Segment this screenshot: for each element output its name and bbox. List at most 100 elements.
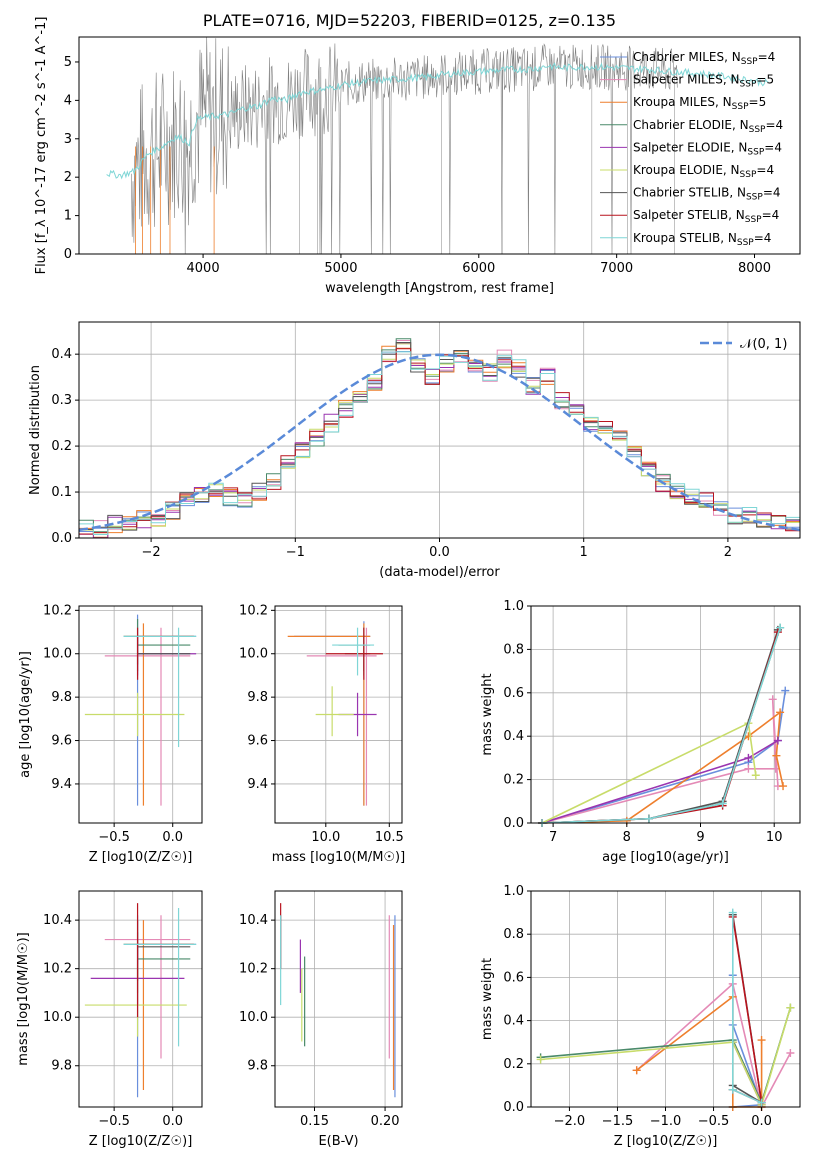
weight-marker bbox=[728, 1085, 737, 1094]
y-tick-label: 0.6 bbox=[503, 970, 524, 985]
x-tick-label: −2.0 bbox=[554, 1114, 586, 1129]
axes-z_vs_mass bbox=[79, 891, 202, 1107]
x-tick-label: −1 bbox=[286, 545, 305, 560]
legend-sub: SSP bbox=[740, 170, 757, 180]
y-tick-label: 0.0 bbox=[503, 1100, 524, 1115]
x-tick-label: 5000 bbox=[324, 261, 357, 276]
x-tick-label: 8000 bbox=[738, 261, 771, 276]
axes-frame bbox=[274, 605, 403, 824]
y-tick-label: 9.8 bbox=[51, 690, 72, 705]
figure-title: PLATE=0716, MJD=52203, FIBERID=0125, z=0… bbox=[202, 11, 617, 30]
weight-marker bbox=[744, 753, 753, 762]
y-tick-label: 10.2 bbox=[239, 603, 268, 618]
spectrum-model-line bbox=[106, 62, 769, 180]
errorbar-point bbox=[123, 907, 197, 1047]
legend-label: Salpeter STELIB, NSSP=4 bbox=[633, 208, 779, 225]
y-tick-label: 0.2 bbox=[503, 1057, 524, 1072]
x-axis-label: E(B-V) bbox=[318, 1134, 358, 1149]
x-axis-label: (data-model)/error bbox=[379, 565, 500, 580]
x-tick-label: 0.0 bbox=[751, 1114, 772, 1129]
weight-marker bbox=[644, 814, 653, 823]
frame-z_vs_mass: −0.5 0.0 9.8 10.0 10.2 10.4 Z [log10(Z/Z☉)] mas… bbox=[16, 890, 203, 1149]
legend-value: =4 bbox=[764, 140, 782, 154]
axes-frame bbox=[78, 605, 203, 824]
x-tick-label: 0.0 bbox=[162, 830, 183, 845]
legend-value: =4 bbox=[756, 163, 774, 177]
axes-frame bbox=[78, 890, 203, 1108]
errorbar-point bbox=[104, 627, 191, 806]
errorbar-point bbox=[136, 932, 191, 993]
y-tick-label: 1 bbox=[64, 209, 72, 224]
legend-value: =4 bbox=[765, 118, 783, 132]
legend-label: Kroupa STELIB, NSSP=4 bbox=[633, 231, 771, 248]
y-tick-label: 9.4 bbox=[51, 777, 72, 792]
weight-marker bbox=[757, 1098, 766, 1107]
weight-line bbox=[541, 739, 779, 824]
y-tick-label: 10.0 bbox=[239, 647, 268, 662]
y-tick-label: 0.4 bbox=[503, 1014, 524, 1029]
y-tick-label: 0 bbox=[64, 247, 72, 262]
x-tick-label: −2 bbox=[142, 545, 161, 560]
legend-sub: SSP bbox=[746, 193, 763, 203]
x-tick-label: 4000 bbox=[187, 261, 220, 276]
weight-line bbox=[542, 710, 784, 824]
frame-age_vs_weight: 7 8 9 10 0.0 0.2 0.4 0.6 0.8 1.0 age [log10(age/yr… bbox=[480, 599, 801, 865]
errorbar-point bbox=[84, 963, 187, 1037]
errorbar-point bbox=[136, 636, 191, 665]
y-tick-label: 0.6 bbox=[503, 686, 524, 701]
axes-age_vs_weight bbox=[531, 605, 800, 827]
x-tick-label: −0.5 bbox=[698, 1114, 730, 1129]
x-tick-label: 0.0 bbox=[162, 1114, 183, 1129]
y-tick-label: 0.1 bbox=[51, 485, 72, 500]
weight-marker bbox=[773, 736, 782, 745]
axes-frame bbox=[530, 605, 801, 824]
legend-label: Salpeter ELODIE, NSSP=4 bbox=[633, 140, 782, 157]
legend-label: Chabrier STELIB, NSSP=4 bbox=[633, 186, 781, 203]
weight-line bbox=[542, 631, 779, 824]
gaussian-curve bbox=[78, 353, 801, 532]
frame-residuals: −2 −1 0.0 1 2 0.0 0.1 0.2 0.3 0.4 (data-model)/err… bbox=[28, 321, 801, 580]
errorbar-point bbox=[332, 627, 375, 676]
x-tick-label: 7 bbox=[549, 830, 557, 845]
y-tick-label: 5 bbox=[64, 55, 72, 70]
x-tick-label: 0.0 bbox=[429, 545, 450, 560]
y-tick-label: 0.4 bbox=[51, 347, 72, 362]
y-axis-label: mass weight bbox=[480, 673, 495, 755]
errorbar-point bbox=[123, 915, 197, 1098]
frame-spectrum: 4000 5000 6000 7000 8000 0 1 2 3 4 5 wavelength [An… bbox=[34, 17, 801, 296]
weight-marker bbox=[781, 686, 790, 695]
legend-sub: SSP bbox=[740, 80, 757, 90]
x-tick-label: 6000 bbox=[462, 261, 495, 276]
x-axis-label: wavelength [Angstrom, rest frame] bbox=[325, 281, 554, 296]
y-tick-label: 9.8 bbox=[247, 690, 268, 705]
legend-value: =5 bbox=[756, 73, 774, 87]
legend-sub: SSP bbox=[741, 57, 758, 67]
y-tick-label: 0.4 bbox=[503, 729, 524, 744]
x-axis-label: mass [log10(M/M☉)] bbox=[272, 850, 405, 865]
y-tick-label: 0.2 bbox=[503, 773, 524, 788]
weight-marker bbox=[536, 1055, 545, 1064]
y-tick-label: 9.8 bbox=[51, 1059, 72, 1074]
weight-line bbox=[541, 722, 757, 824]
errorbar-point bbox=[104, 915, 191, 1059]
weight-line bbox=[540, 1007, 792, 1108]
spectrum-data-line bbox=[131, 37, 678, 255]
legend-label: Chabrier MILES, NSSP=4 bbox=[633, 50, 775, 67]
legend-sub: SSP bbox=[747, 147, 764, 157]
y-tick-label: 10.0 bbox=[239, 1010, 268, 1025]
y-axis-label: mass weight bbox=[480, 958, 495, 1040]
spectrum-legend: Chabrier MILES, NSSP=4 Salpeter MILES, NS… bbox=[600, 50, 783, 248]
y-tick-label: 1.0 bbox=[503, 599, 524, 614]
legend-sub: SSP bbox=[732, 102, 749, 112]
y-tick-label: 0.8 bbox=[503, 927, 524, 942]
y-tick-label: 2 bbox=[64, 170, 72, 185]
x-tick-label: −1.5 bbox=[602, 1114, 634, 1129]
legend-value: =4 bbox=[763, 186, 781, 200]
x-tick-label: −0.5 bbox=[98, 830, 130, 845]
axes-mass_vs_age bbox=[275, 606, 402, 823]
x-tick-label: 1 bbox=[580, 545, 588, 560]
weight-line bbox=[636, 982, 792, 1110]
y-tick-label: 0.2 bbox=[51, 439, 72, 454]
legend-value: =4 bbox=[762, 208, 780, 222]
y-axis-label: Normed distribution bbox=[28, 365, 43, 495]
